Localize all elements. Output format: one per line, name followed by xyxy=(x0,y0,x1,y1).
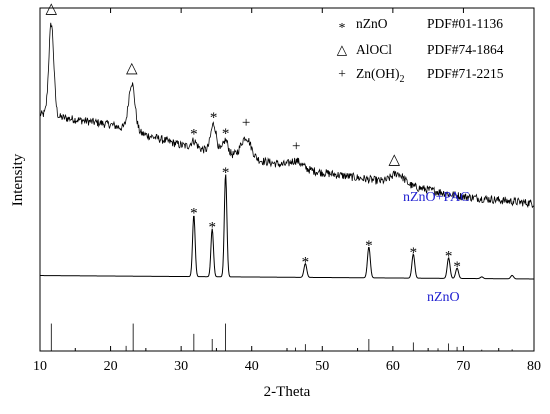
x-tick-label: 70 xyxy=(456,359,470,374)
legend: * nZnO PDF#01-1136 △ AlOCl PDF#74-1864 + Zn(OH)… xyxy=(337,16,504,85)
star-marker: * xyxy=(190,206,198,222)
legend-symbol: + xyxy=(338,66,346,81)
legend-pdf: PDF#74-1864 xyxy=(427,42,504,57)
star-marker: * xyxy=(365,238,373,254)
legend-phase-name: nZnO xyxy=(356,16,388,31)
star-marker: * xyxy=(302,255,310,271)
star-marker: * xyxy=(222,165,230,181)
series-label-nzno-pac: nZnO+PAC xyxy=(403,190,470,205)
plot-frame xyxy=(39,7,535,352)
series-group xyxy=(39,22,535,280)
legend-symbol: * xyxy=(339,20,346,35)
peak-markers: △△***++△***** * ** xyxy=(46,1,461,275)
star-marker: * xyxy=(410,245,418,261)
series-line-nzno xyxy=(40,174,534,280)
series-label-nzno: nZnO xyxy=(427,290,460,305)
x-tick-label: 30 xyxy=(174,359,188,374)
x-axis-ticks: 10 20 30 40 50 60 70 80 xyxy=(33,8,541,374)
legend-phase-subscript: 2 xyxy=(400,74,405,85)
star-marker: * xyxy=(190,127,198,143)
star-marker: * xyxy=(453,259,461,275)
legend-phase: AlOCl xyxy=(356,42,392,57)
x-tick-label: 20 xyxy=(104,359,118,374)
star-marker: * xyxy=(210,110,218,126)
triangle-marker: △ xyxy=(126,60,138,76)
reference-sticks xyxy=(50,323,513,351)
triangle-marker: △ xyxy=(46,1,58,17)
x-tick-label: 60 xyxy=(386,359,400,374)
x-axis-label: 2-Theta xyxy=(264,384,311,400)
x-tick-label: 40 xyxy=(245,359,259,374)
plus-marker: + xyxy=(242,115,250,131)
x-tick-label: 10 xyxy=(33,359,47,374)
y-axis-label: Intensity xyxy=(10,153,26,206)
star-marker: * xyxy=(445,249,453,265)
series-labels: nZnO+PAC nZnO xyxy=(403,190,470,305)
legend-pdf: PDF#71-2215 xyxy=(427,66,504,81)
plus-marker: + xyxy=(292,138,300,154)
triangle-marker: △ xyxy=(388,152,400,168)
legend-phase: Zn(OH)2 xyxy=(356,66,405,85)
x-tick-label: 50 xyxy=(315,359,329,374)
legend-phase: nZnO xyxy=(356,16,388,31)
x-tick-label: 80 xyxy=(527,359,541,374)
star-marker: * xyxy=(208,220,216,236)
legend-phase-name: Zn(OH) xyxy=(356,66,400,81)
star-marker: * xyxy=(222,126,230,142)
legend-phase-name: AlOCl xyxy=(356,42,392,57)
legend-symbol: △ xyxy=(337,42,348,57)
legend-pdf: PDF#01-1136 xyxy=(427,16,503,31)
series-line-nzno-pac xyxy=(39,22,535,209)
